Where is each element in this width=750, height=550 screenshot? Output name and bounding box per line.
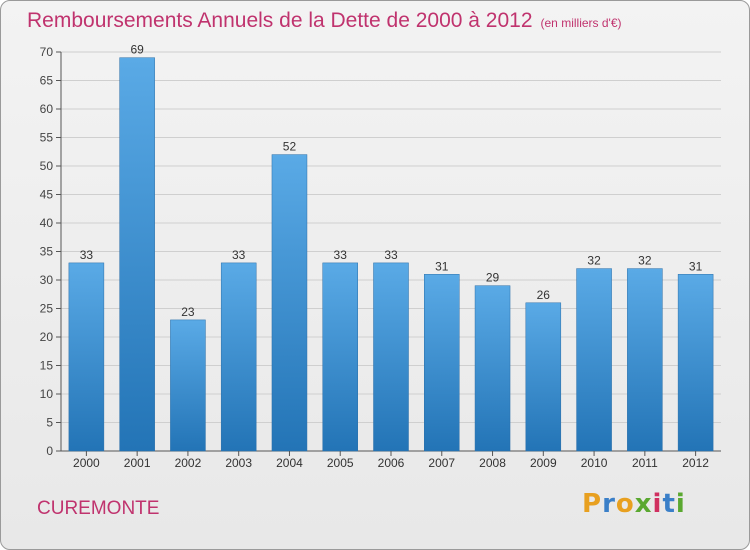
- value-label: 31: [689, 259, 703, 273]
- bar: [271, 154, 308, 452]
- x-tick-label: 2005: [327, 456, 354, 470]
- x-tick-label: 2001: [124, 456, 151, 470]
- y-tick-label: 5: [46, 416, 53, 430]
- logo-letter: r: [602, 489, 616, 519]
- x-tick-label: 2011: [632, 456, 658, 470]
- bar: [677, 274, 714, 452]
- value-label: 33: [334, 248, 348, 262]
- logo-letter: t: [662, 489, 676, 519]
- proxiti-logo: Proxiti: [582, 489, 686, 519]
- x-tick-label: 2006: [378, 456, 405, 470]
- value-label: 26: [537, 288, 551, 302]
- bar: [525, 302, 562, 452]
- logo-letter: i: [675, 489, 686, 519]
- y-tick-label: 20: [40, 330, 54, 344]
- logo-letter: x: [634, 489, 653, 519]
- logo-letter: i: [652, 489, 663, 519]
- chart-subtitle: (en milliers d'€): [540, 16, 622, 30]
- value-label: 29: [486, 271, 500, 285]
- y-tick-label: 25: [40, 302, 54, 316]
- y-tick-label: 70: [40, 45, 54, 59]
- bar: [373, 262, 409, 452]
- y-tick-label: 40: [40, 216, 54, 230]
- bars: [68, 57, 714, 452]
- y-tick-label: 50: [40, 159, 54, 173]
- bar: [474, 285, 511, 452]
- x-tick-label: 2008: [479, 456, 506, 470]
- chart-title-text: Remboursements Annuels de la Dette de 20…: [27, 9, 533, 32]
- value-label: 33: [384, 248, 398, 262]
- bar: [220, 262, 257, 452]
- value-label: 23: [181, 305, 195, 319]
- x-tick-label: 2012: [682, 456, 709, 470]
- logo-letter: P: [582, 489, 603, 519]
- y-tick-label: 45: [40, 188, 54, 202]
- x-tick-labels: 2000 2001 2002 2003 2004 2005 2006 2007 2008 2009…: [73, 451, 709, 470]
- value-labels: 33 69 23 33 52 33 33 31 29 26 32 32 31: [80, 43, 703, 319]
- bar: [170, 319, 206, 452]
- value-label: 33: [80, 248, 94, 262]
- place-name: CUREMONTE: [37, 498, 160, 519]
- value-label: 31: [435, 259, 449, 273]
- y-tick-label: 30: [40, 273, 54, 287]
- x-tick-label: 2002: [175, 456, 202, 470]
- value-label: 32: [638, 254, 652, 268]
- y-tick-label: 10: [40, 387, 54, 401]
- bar: [322, 262, 358, 452]
- bar: [68, 262, 105, 452]
- y-tick-label: 15: [40, 359, 54, 373]
- bar: [424, 274, 460, 452]
- x-tick-label: 2003: [225, 456, 252, 470]
- value-label: 33: [232, 248, 246, 262]
- logo-letter: o: [615, 489, 635, 519]
- value-label: 52: [283, 140, 297, 154]
- value-label: 69: [130, 43, 144, 57]
- y-tick-label: 60: [40, 102, 54, 116]
- y-tick-label: 0: [46, 444, 53, 458]
- y-tick-label: 55: [40, 131, 54, 145]
- x-tick-label: 2010: [581, 456, 608, 470]
- chart-title: Remboursements Annuels de la Dette de 20…: [27, 9, 622, 33]
- x-tick-label: 2009: [530, 456, 557, 470]
- bar: [627, 268, 663, 452]
- x-tick-label: 2004: [276, 456, 303, 470]
- x-tick-label: 2007: [428, 456, 455, 470]
- x-tick-label: 2000: [73, 456, 100, 470]
- y-tick-label: 35: [40, 245, 54, 259]
- bar: [119, 57, 155, 452]
- y-tick-label: 65: [40, 74, 54, 88]
- value-label: 32: [587, 254, 601, 268]
- y-tick-labels: 0 5 10 15 20 25 30 35 40 45 50 55 60 65 70: [40, 45, 61, 458]
- bar: [576, 268, 612, 452]
